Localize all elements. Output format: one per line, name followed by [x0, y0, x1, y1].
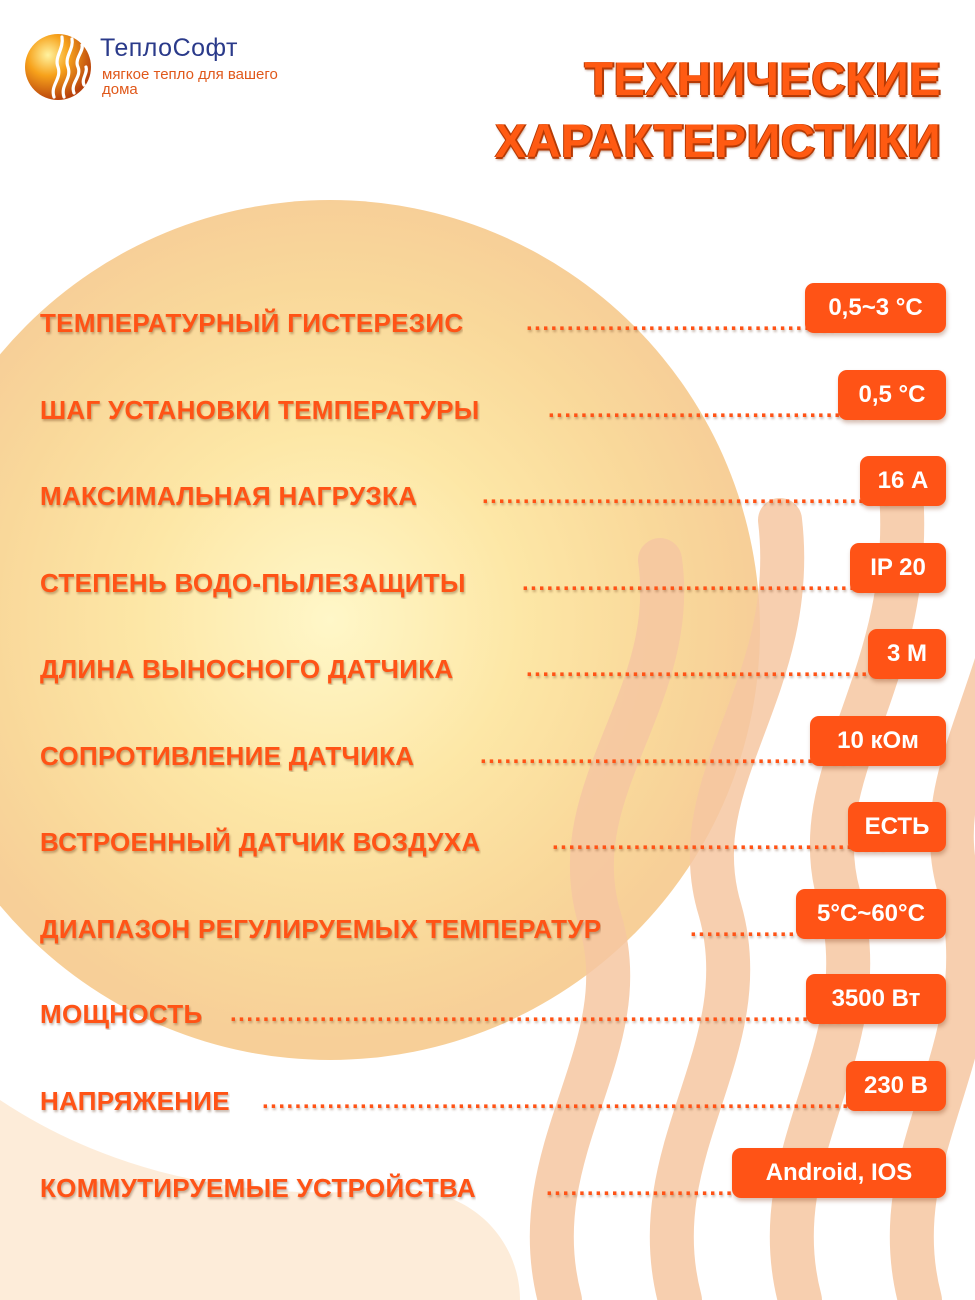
brand-tagline: мягкое тепло для вашего дома	[102, 66, 278, 98]
spec-value-badge: 230 В	[846, 1061, 946, 1111]
spec-label: КОММУТИРУЕМЫЕ УСТРОЙСТВА	[40, 1173, 476, 1203]
spec-label: ДЛИНА ВЫНОСНОГО ДАТЧИКА	[40, 654, 454, 684]
spec-value-badge: 5°С~60°С	[796, 889, 946, 939]
spec-row: НАПРЯЖЕНИЕ .............................…	[40, 1061, 946, 1117]
spec-label: МОЩНОСТЬ	[40, 999, 203, 1029]
dot-leader: ........................................…	[548, 396, 870, 423]
dot-leader: ........................................…	[262, 1087, 882, 1114]
spec-value-badge: 10 кОм	[810, 716, 946, 766]
spec-row: МАКСИМАЛЬНАЯ НАГРУЗКА ..................…	[40, 456, 946, 512]
spec-label: СОПРОТИВЛЕНИЕ ДАТЧИКА	[40, 741, 415, 771]
spec-row: СТЕПЕНЬ ВОДО-ПЫЛЕЗАЩИТЫ ................…	[40, 543, 946, 599]
spec-row: ДИАПАЗОН РЕГУЛИРУЕМЫХ ТЕМПЕРАТУР .......…	[40, 889, 946, 945]
spec-value-badge: 16 А	[860, 456, 946, 506]
spec-row: ДЛИНА ВЫНОСНОГО ДАТЧИКА ................…	[40, 629, 946, 685]
spec-label: ДИАПАЗОН РЕГУЛИРУЕМЫХ ТЕМПЕРАТУР	[40, 914, 602, 944]
spec-value-badge: IP 20	[850, 543, 946, 593]
dot-leader: ........................................…	[230, 1000, 844, 1027]
spec-label: НАПРЯЖЕНИЕ	[40, 1086, 230, 1116]
spec-row: МОЩНОСТЬ ...............................…	[40, 974, 946, 1030]
spec-value-badge: 3 М	[868, 629, 946, 679]
spec-value-badge: 0,5 °С	[838, 370, 946, 420]
spec-label: ШАГ УСТАНОВКИ ТЕМПЕРАТУРЫ	[40, 395, 480, 425]
dot-leader: ........................................…	[522, 569, 882, 596]
brand-name: ТеплоСофт	[100, 34, 239, 62]
spec-value-badge: 3500 Вт	[806, 974, 946, 1024]
spec-label: СТЕПЕНЬ ВОДО-ПЫЛЕЗАЩИТЫ	[40, 568, 466, 598]
spec-label: МАКСИМАЛЬНАЯ НАГРУЗКА	[40, 481, 418, 511]
spec-value-badge: ЕСТЬ	[848, 802, 946, 852]
dot-leader: ........................................…	[482, 482, 892, 509]
spec-row: ТЕМПЕРАТУРНЫЙ ГИСТЕРЕЗИС ...............…	[40, 283, 946, 339]
dot-leader: ........................................…	[526, 309, 834, 336]
dot-leader: ........................................…	[552, 828, 888, 855]
page-title: ТЕХНИЧЕСКИЕ ХАРАКТЕРИСТИКИ	[494, 52, 941, 167]
spec-label: ТЕМПЕРАТУРНЫЙ ГИСТЕРЕЗИС	[40, 308, 464, 338]
spec-value-badge: 0,5~3 °С	[805, 283, 946, 333]
spec-row: ВСТРОЕННЫЙ ДАТЧИК ВОЗДУХА ..............…	[40, 802, 946, 858]
spec-label: ВСТРОЕННЫЙ ДАТЧИК ВОЗДУХА	[40, 827, 481, 857]
spec-row: ШАГ УСТАНОВКИ ТЕМПЕРАТУРЫ ..............…	[40, 370, 946, 426]
spec-row: СОПРОТИВЛЕНИЕ ДАТЧИКА ..................…	[40, 716, 946, 772]
dot-leader: ........................................…	[480, 742, 852, 769]
spec-value-badge: Android, IOS	[732, 1148, 946, 1198]
dot-leader: ........................................…	[546, 1174, 732, 1201]
sun-waves-logo-icon	[25, 34, 91, 100]
spec-row: КОММУТИРУЕМЫЕ УСТРОЙСТВА ...............…	[40, 1148, 946, 1204]
dot-leader: ........................................…	[526, 655, 902, 682]
brand-logo: ТеплоСофт мягкое тепло для вашего дома	[24, 30, 284, 104]
